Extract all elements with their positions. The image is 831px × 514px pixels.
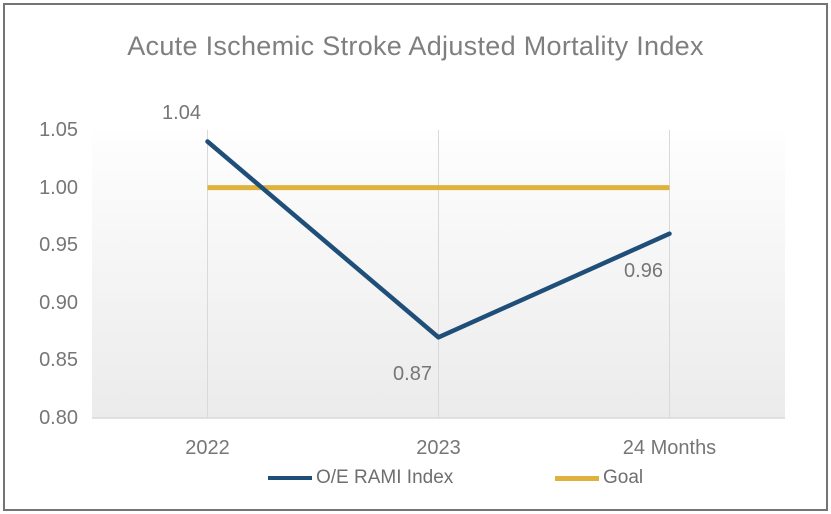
y-axis-tick-label: 0.80 [39, 407, 78, 429]
x-axis-tick-label: 2022 [185, 437, 230, 459]
legend-item-oe-rami-index: O/E RAMI Index [268, 466, 453, 490]
y-axis-tick-label: 0.90 [39, 291, 78, 314]
y-axis-tick-label: 1.00 [39, 176, 78, 199]
data-point-label: 1.04 [162, 101, 201, 124]
data-point-label: 0.87 [393, 363, 432, 386]
legend-label-goal: Goal [603, 467, 644, 488]
x-axis-tick-label: 24 Months [622, 437, 717, 459]
y-axis-tick-label: 1.05 [39, 119, 78, 141]
legend-label-oe-rami-index: O/E RAMI Index [316, 467, 454, 488]
chart-title: Acute Ischemic Stroke Adjusted Mortality… [127, 31, 704, 61]
legend-line-swatch-gold [555, 475, 599, 481]
legend-line-swatch-blue [268, 476, 312, 480]
data-point-label: 0.96 [624, 259, 663, 282]
y-axis-tick-label: 0.85 [39, 349, 78, 372]
legend-item-goal: Goal [555, 466, 643, 490]
y-axis-tick-label: 0.95 [39, 234, 78, 257]
x-axis-tick-label: 2023 [416, 437, 461, 459]
oe-rami-index-line-series [205, 139, 672, 340]
